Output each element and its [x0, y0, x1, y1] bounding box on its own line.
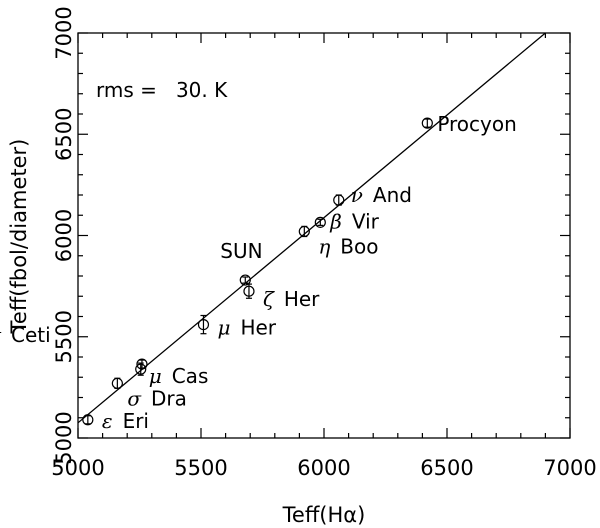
point-marker — [239, 274, 251, 286]
point-marker — [82, 414, 94, 426]
data-point — [243, 283, 255, 299]
point-marker — [243, 285, 255, 297]
point-marker — [298, 225, 310, 238]
data-point — [136, 358, 148, 370]
point-label: ν And — [351, 183, 412, 207]
data-point — [239, 274, 251, 286]
axis-ticks — [77, 32, 571, 439]
x-tick-label: 5000 — [51, 456, 104, 480]
x-tick-label: 6500 — [420, 456, 473, 480]
y-axis-label: Teff(fbol/diameter) — [7, 139, 31, 335]
y-tick-label: 6500 — [52, 108, 76, 161]
axis-tick-labels: 5000 5500 6000 6500 7000 5000 5500 6000 6500 7000 — [51, 6, 596, 480]
data-point — [197, 314, 210, 335]
point-label: ε Eri — [102, 409, 149, 433]
data-point — [111, 377, 123, 389]
point-label: μ Her — [217, 316, 276, 340]
point-label: σ Dra — [127, 386, 187, 410]
point-marker — [333, 194, 345, 206]
point-label: ζ Her — [263, 287, 320, 311]
rms-annotation: rms = 30. K — [96, 78, 228, 102]
y-tick-label: 7000 — [52, 6, 76, 59]
data-point — [298, 225, 310, 238]
point-marker — [111, 377, 123, 389]
point-marker — [421, 117, 433, 129]
point-label: η Boo — [318, 234, 378, 258]
data-point — [333, 194, 345, 206]
data-point — [82, 414, 94, 426]
y-tick-label: 5500 — [52, 310, 76, 363]
point-marker — [135, 363, 147, 375]
data-points — [82, 117, 433, 426]
point-label: SUN — [220, 239, 262, 263]
y-tick-label: 6000 — [52, 209, 76, 262]
point-label: β Vir — [329, 209, 379, 233]
x-tick-label: 7000 — [543, 456, 596, 480]
x-tick-label: 6000 — [297, 456, 350, 480]
point-marker — [314, 216, 326, 228]
fit-line — [77, 32, 546, 424]
data-point — [314, 216, 326, 228]
y-tick-label: 5000 — [52, 411, 76, 464]
point-label: Procyon — [437, 112, 516, 136]
x-axis-label: Teff(Hα) — [282, 503, 366, 527]
point-marker — [197, 319, 210, 331]
data-point — [421, 117, 433, 129]
x-tick-label: 5500 — [174, 456, 227, 480]
point-label: μ Cas — [149, 364, 209, 388]
point-label: τCeti — [0, 323, 51, 347]
point-marker — [136, 358, 148, 370]
